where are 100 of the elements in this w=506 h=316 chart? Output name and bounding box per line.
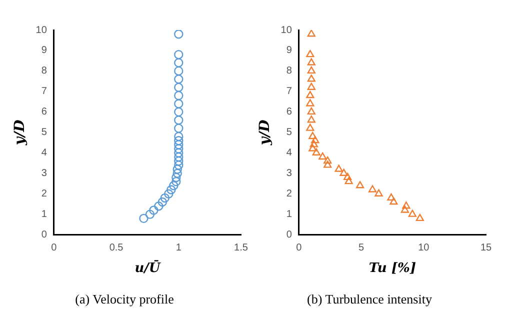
y-tick-label: 2 — [41, 188, 48, 200]
x-tick-label: 1.5 — [234, 242, 248, 254]
y-tick-label: 7 — [41, 86, 48, 98]
point — [164, 189, 174, 198]
point — [306, 99, 314, 106]
x-axis-title: u/Ū — [134, 260, 161, 276]
y-tick-label: 2 — [286, 188, 292, 200]
point — [172, 168, 182, 178]
point — [139, 214, 148, 224]
point — [307, 82, 316, 90]
point — [169, 181, 178, 190]
y-tick-label: 5 — [286, 127, 292, 138]
y-tick-label: 1 — [41, 209, 48, 220]
point — [374, 189, 383, 196]
y-tick-label: 9 — [286, 45, 292, 56]
point — [166, 185, 176, 194]
point — [174, 156, 184, 166]
point — [307, 107, 316, 115]
point — [307, 58, 316, 66]
point — [340, 168, 348, 176]
point — [174, 116, 184, 125]
point — [172, 176, 181, 186]
point — [402, 202, 410, 209]
point — [174, 30, 184, 39]
point — [174, 82, 184, 92]
point — [172, 164, 182, 174]
point — [174, 74, 184, 84]
point — [308, 144, 317, 152]
point — [310, 140, 318, 148]
x-tick-label: 1 — [176, 242, 182, 254]
text: (a) Velocity profile — [75, 292, 174, 307]
point — [416, 214, 424, 222]
y-tick-label: 1 — [286, 209, 292, 220]
point — [318, 152, 327, 160]
point — [307, 30, 316, 37]
y-tick-label: 0 — [41, 230, 48, 241]
point — [174, 136, 184, 146]
point — [356, 181, 364, 188]
point — [174, 148, 184, 158]
point — [311, 136, 320, 144]
y-tick-label: 0 — [286, 230, 292, 241]
point — [145, 210, 155, 219]
point — [174, 144, 184, 154]
point — [400, 206, 409, 213]
point — [308, 132, 317, 140]
point — [160, 193, 170, 203]
point — [149, 206, 158, 215]
point — [344, 176, 353, 184]
point — [174, 107, 184, 117]
point — [174, 99, 184, 108]
point — [154, 202, 164, 211]
y-tick-label: 6 — [41, 106, 48, 118]
point — [174, 50, 184, 60]
point — [307, 116, 316, 123]
x-tick-label: 15 — [480, 242, 492, 254]
y-tick-label: 4 — [286, 148, 292, 159]
point — [172, 172, 181, 182]
y-tick-label: 10 — [280, 24, 292, 36]
x-axis-title: Tu [%] — [368, 260, 416, 276]
point — [344, 172, 352, 180]
y-tick-label: 8 — [41, 66, 48, 77]
point — [306, 90, 314, 98]
point — [306, 124, 314, 131]
point — [174, 58, 184, 68]
point — [307, 66, 316, 74]
point — [174, 140, 184, 150]
point — [387, 193, 396, 201]
point — [174, 132, 184, 142]
point — [324, 160, 332, 168]
point — [306, 50, 314, 58]
point — [174, 152, 184, 162]
y-axis-title: y/D — [12, 118, 28, 146]
y-tick-label: 3 — [286, 168, 292, 180]
y-tick-label: 5 — [41, 127, 48, 138]
y-tick-label: 7 — [286, 86, 292, 98]
y-tick-label: 8 — [286, 66, 292, 77]
point — [334, 164, 343, 172]
point — [312, 148, 320, 156]
point — [174, 160, 184, 170]
x-tick-label: 5 — [358, 242, 364, 254]
y-tick-label: 9 — [41, 45, 48, 56]
point — [158, 197, 168, 207]
point — [324, 156, 332, 164]
point — [174, 90, 184, 100]
x-tick-label: 10 — [418, 242, 430, 254]
y-tick-label: 3 — [41, 168, 48, 180]
point — [307, 74, 316, 82]
point — [408, 210, 416, 217]
x-tick-label: 0.5 — [109, 242, 124, 254]
point — [174, 124, 184, 133]
text: (b) Turbulence intensity — [307, 292, 432, 307]
y-tick-label: 6 — [286, 106, 292, 118]
point — [390, 197, 398, 205]
y-axis-title: y/D — [257, 118, 274, 146]
point — [174, 66, 184, 76]
y-tick-label: 4 — [41, 148, 48, 159]
point — [368, 185, 377, 192]
x-tick-label: 0 — [51, 242, 58, 254]
y-tick-label: 10 — [36, 24, 48, 36]
x-tick-label: 0 — [296, 242, 302, 254]
